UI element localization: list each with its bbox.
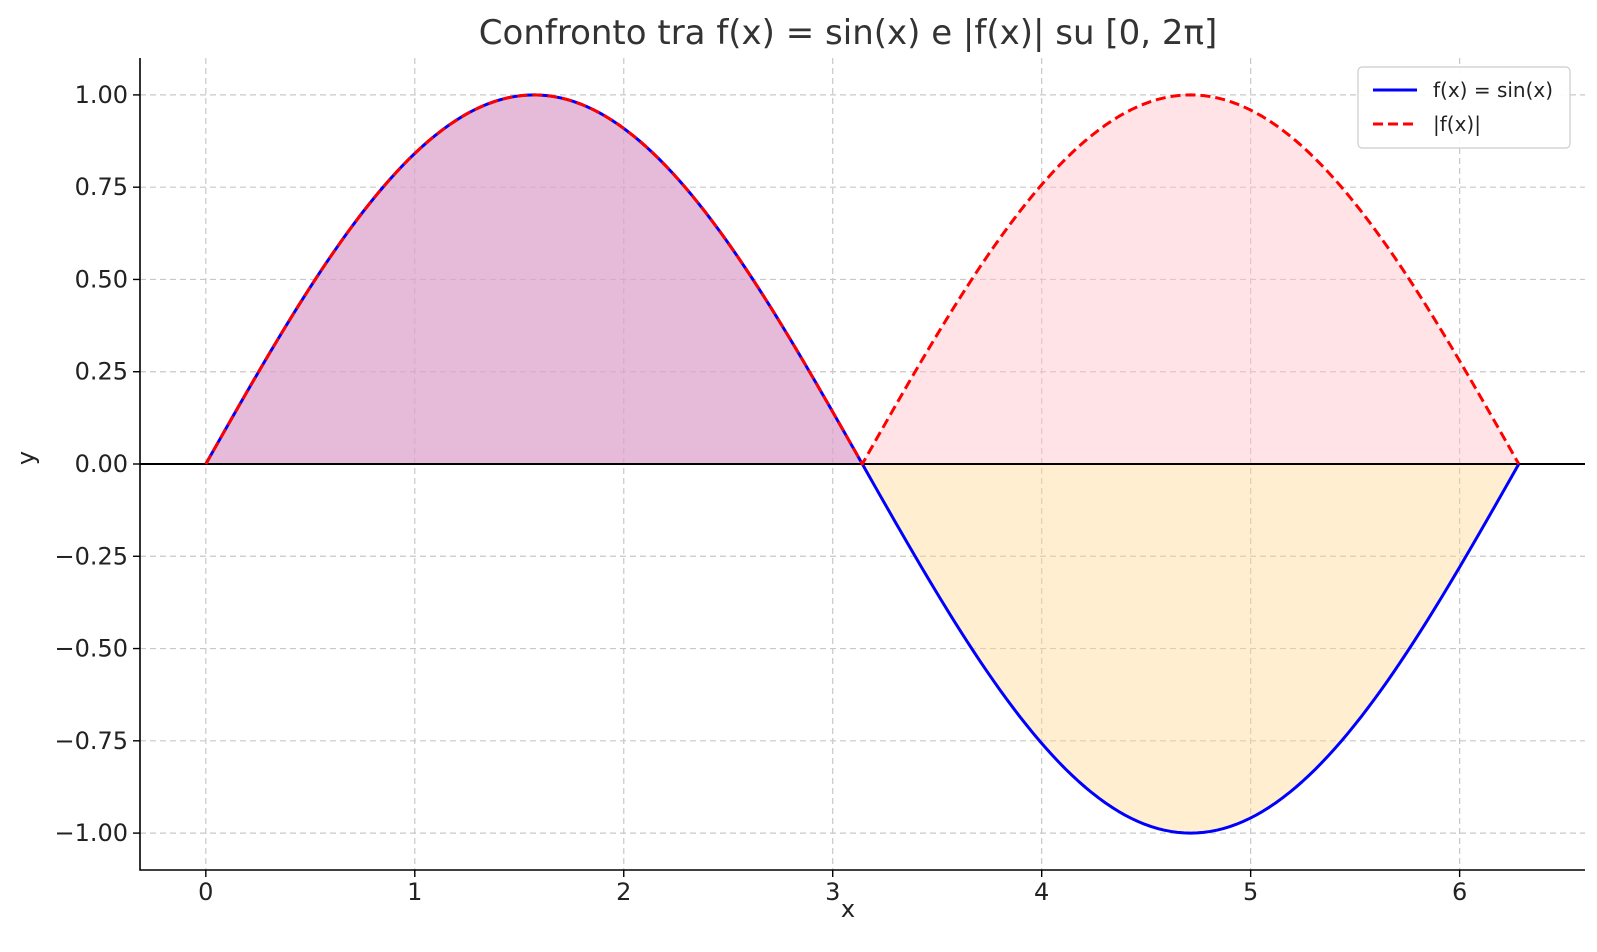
fill-negative-sin <box>205 464 1519 834</box>
y-ticks: 1.00 0.75 0.50 0.25 0.00 −0.25 −0.50 −0.75 −1.00 <box>54 81 140 847</box>
fill-positive-sin <box>205 94 1519 464</box>
legend: f(x) = sin(x) |f(x)| <box>1357 66 1571 149</box>
axes-spines <box>139 58 1585 871</box>
y-tick-label-4: 0.00 <box>75 450 128 478</box>
chart-title: Confronto tra f(x) = sin(x) e |f(x)| su … <box>479 13 1217 53</box>
y-tick-label-3: 0.25 <box>75 358 128 386</box>
x-tick-label-5: 5 <box>1243 878 1258 906</box>
legend-label-sin: f(x) = sin(x) <box>1433 78 1553 102</box>
x-axis-label: x <box>841 895 855 923</box>
legend-label-abs: |f(x)| <box>1433 112 1481 136</box>
y-tick-label-1: 0.75 <box>75 173 128 201</box>
axes <box>139 58 1585 871</box>
series-line-abs-sin <box>204 93 1521 466</box>
fill-abs-sin <box>205 94 1519 464</box>
y-tick-label-0: 1.00 <box>75 81 128 109</box>
x-tick-label-2: 2 <box>616 878 631 906</box>
x-tick-label-4: 4 <box>1034 878 1049 906</box>
x-tick-label-0: 0 <box>198 878 213 906</box>
y-tick-label-8: −1.00 <box>54 819 128 847</box>
x-tick-label-1: 1 <box>407 878 422 906</box>
y-tick-label-6: −0.50 <box>54 635 128 663</box>
y-tick-label-7: −0.75 <box>54 727 128 755</box>
y-axis-label: y <box>12 451 40 465</box>
x-tick-label-6: 6 <box>1452 878 1467 906</box>
fill-areas <box>205 94 1519 834</box>
y-tick-label-2: 0.50 <box>75 265 128 293</box>
y-tick-label-5: −0.25 <box>54 542 128 570</box>
legend-box <box>1357 66 1571 149</box>
series <box>204 93 1521 835</box>
x-tick-label-3: 3 <box>825 878 840 906</box>
x-ticks: 0 1 2 3 4 5 6 <box>198 870 1467 906</box>
